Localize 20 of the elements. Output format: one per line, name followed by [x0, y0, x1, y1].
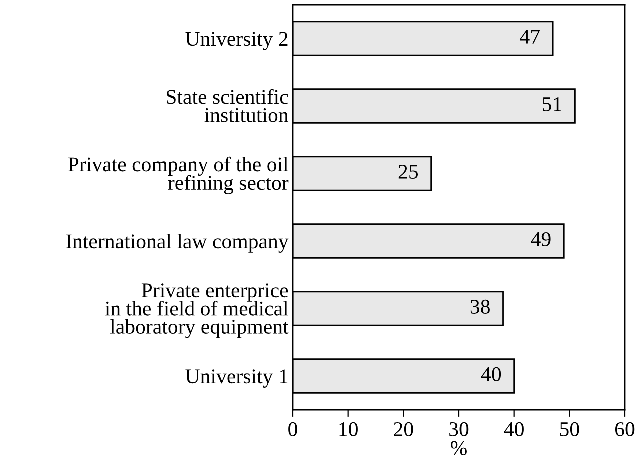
y-tick-label: International law company — [66, 234, 289, 253]
data-label: 51 — [543, 98, 562, 112]
x-tick-label: 10 — [340, 422, 358, 436]
x-tick-label: 0 — [288, 422, 298, 436]
y-tick-label: State scientific institution — [167, 89, 289, 122]
data-label: 40 — [481, 367, 502, 382]
data-label: 49 — [531, 232, 551, 246]
x-tick-label: 60 — [615, 422, 635, 436]
x-tick-label: 40 — [504, 422, 524, 436]
y-tick-label: University 1 — [186, 370, 288, 388]
x-tick-label: 50 — [560, 422, 580, 436]
data-label: 25 — [398, 164, 418, 179]
y-tick-label: Private enterprice in the field of medical laboratory equipment — [105, 284, 289, 338]
data-label: 38 — [470, 300, 490, 314]
x-tick-label: 30 — [450, 422, 469, 436]
y-tick-label: Private company of the oil refining sector — [68, 156, 289, 194]
x-axis-title: % — [451, 441, 467, 456]
data-label: 47 — [520, 30, 540, 44]
y-tick-label: University 2 — [186, 32, 288, 50]
x-tick-label: 20 — [394, 422, 414, 436]
